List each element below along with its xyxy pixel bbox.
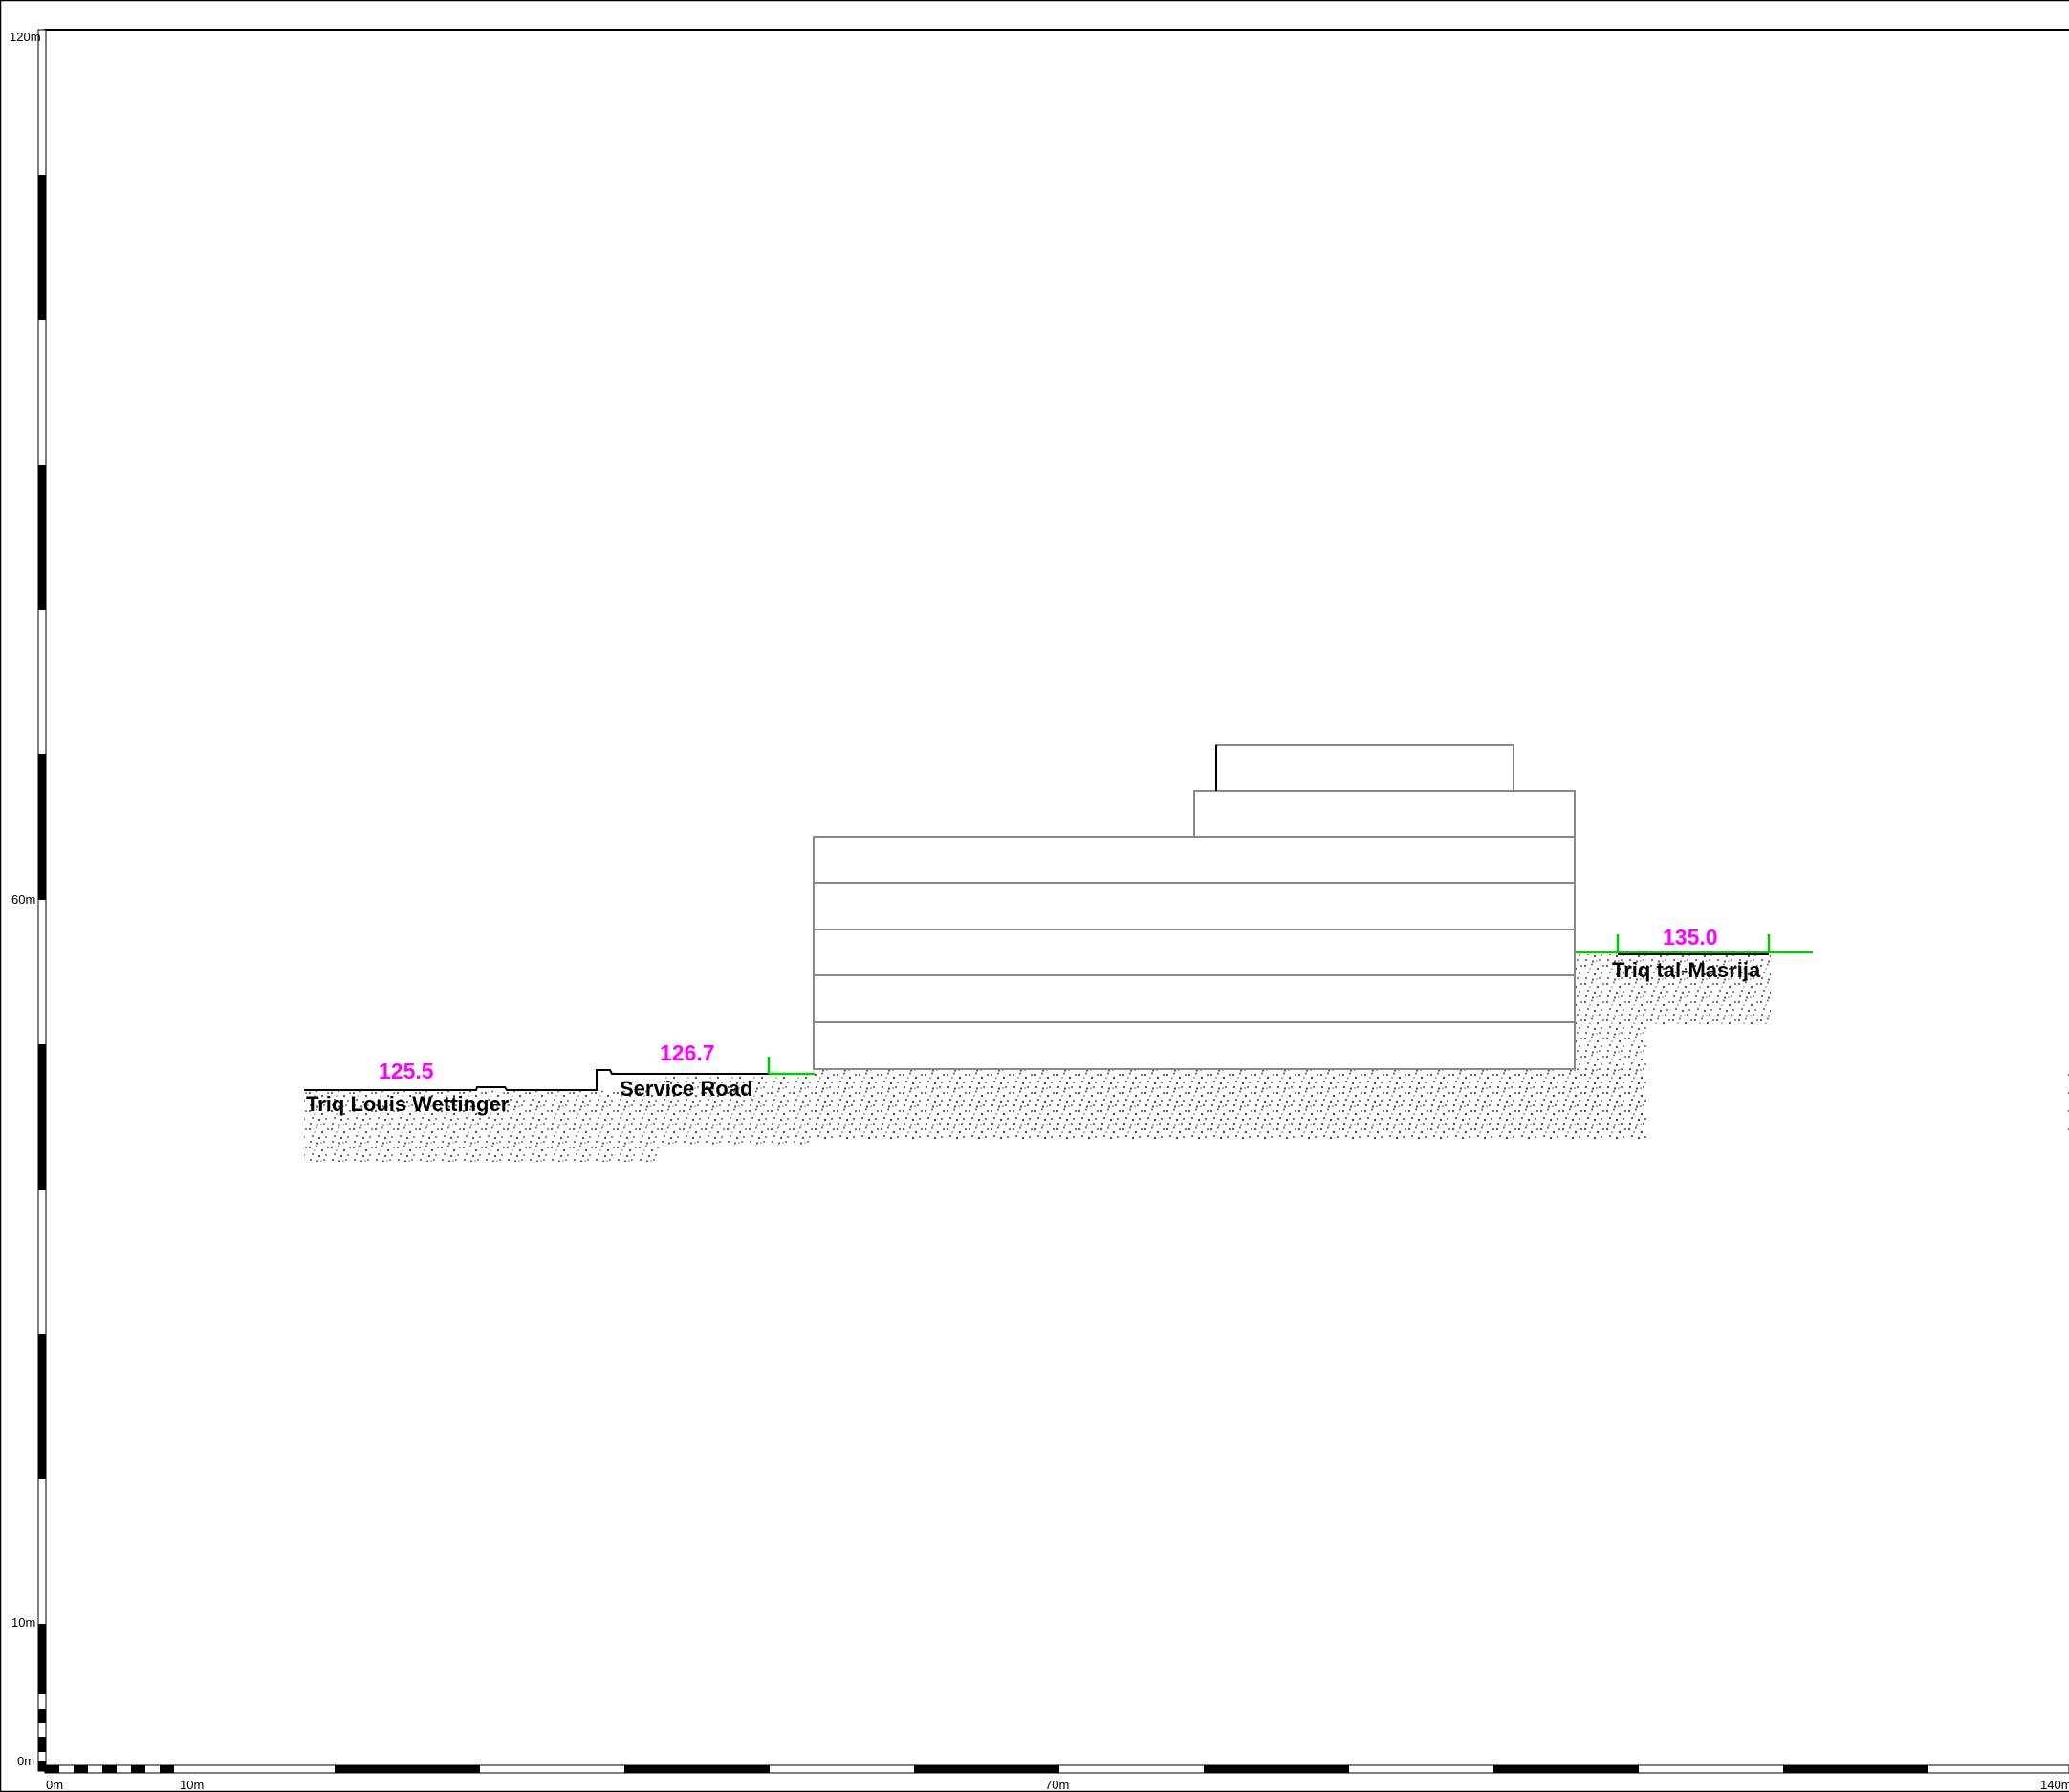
building-section: [813, 744, 1576, 1070]
vertical-scale-label-10m: 10m: [11, 1615, 35, 1629]
road-label-triq-louis-wettinger: Triq Louis Wettinger: [306, 1092, 510, 1116]
vertical-scale-bar: [37, 29, 47, 1772]
building-main-block: [813, 836, 1576, 1070]
level-value-service-road: 126.7: [660, 1040, 715, 1065]
horizontal-scale-label-140m: 140m: [2040, 1778, 2069, 1792]
level-value-triq-tal-masrija: 135.0: [1663, 925, 1718, 950]
horizontal-scale-label-10m: 10m: [180, 1778, 204, 1792]
horizontal-scale-label-0m: 0m: [46, 1778, 63, 1792]
building-roof-structure: [1215, 744, 1514, 792]
road-label-service-road: Service Road: [620, 1077, 752, 1101]
vertical-scale-label-120m: 120m: [10, 30, 41, 44]
road-label-triq-tal-masrija: Triq tal-Masrija: [1612, 958, 1761, 982]
ground-line: [304, 1069, 769, 1091]
level-marker-triq-tal-masrija: [1575, 934, 1813, 954]
vertical-scale-label-0m: 0m: [17, 1754, 34, 1768]
level-marker-service-road: [767, 1057, 815, 1076]
horizontal-scale-label-70m: 70m: [1045, 1778, 1069, 1792]
level-value-triq-louis-wettinger: 125.5: [379, 1059, 434, 1083]
building-upper-floor: [1193, 790, 1576, 838]
horizontal-scale-bar: [44, 1764, 2069, 1774]
vertical-scale-label-60m: 60m: [11, 892, 35, 907]
